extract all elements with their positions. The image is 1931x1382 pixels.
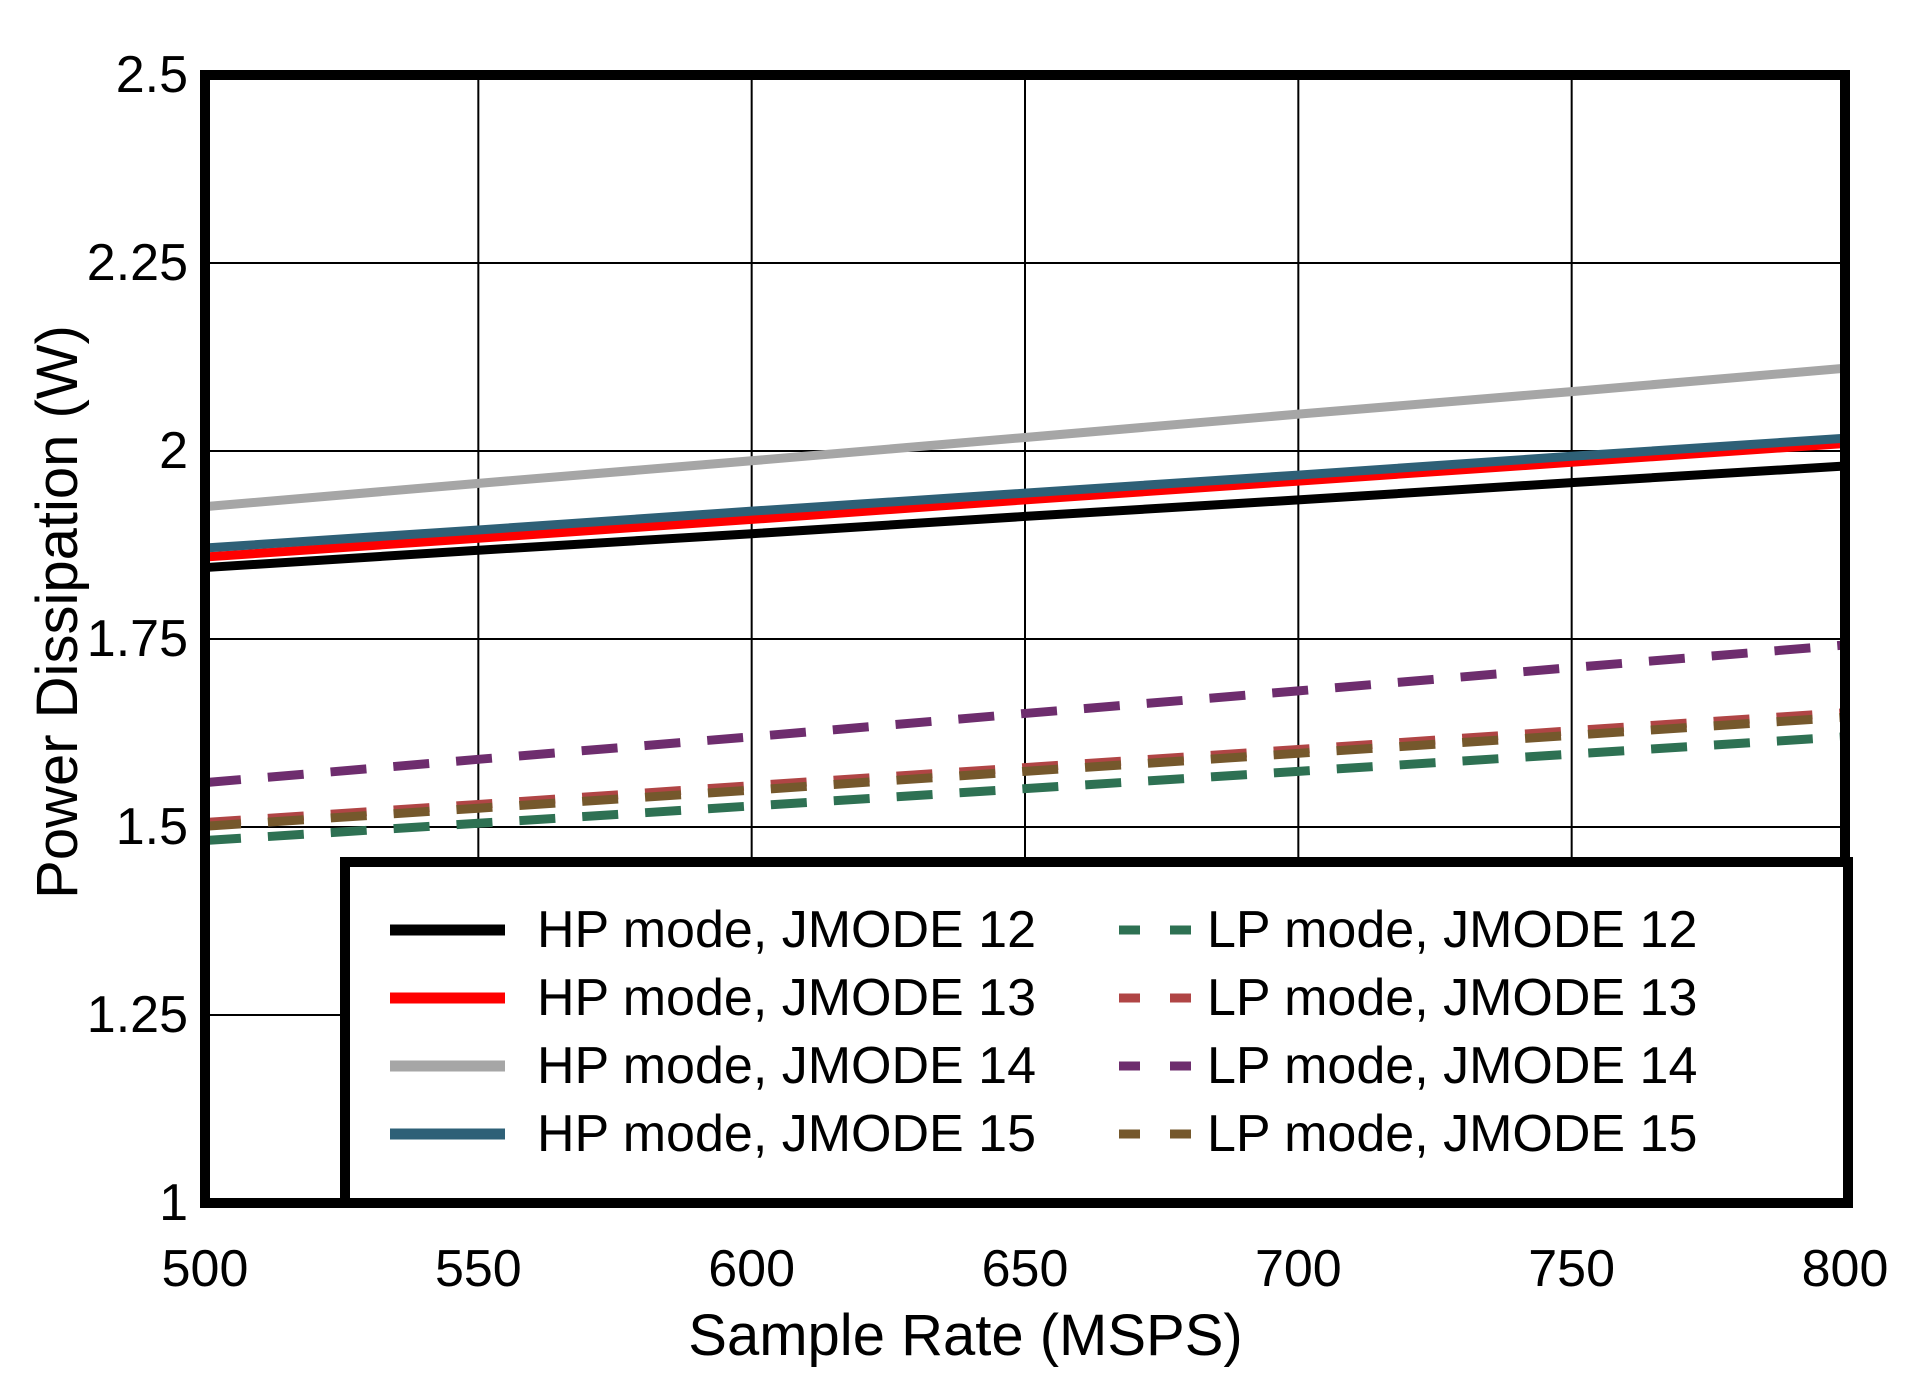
x-tick-label: 800 (1801, 1240, 1889, 1298)
series-line-hp-jmode-15 (204, 433, 1846, 553)
legend-label: LP mode, JMODE 12 (1207, 901, 1698, 959)
legend-label: HP mode, JMODE 14 (537, 1037, 1037, 1095)
x-tick-label: 750 (1528, 1240, 1616, 1298)
legend-label: LP mode, JMODE 15 (1207, 1105, 1698, 1163)
y-tick-label: 2.25 (86, 234, 188, 292)
x-tick-label: 700 (1254, 1240, 1342, 1298)
legend-line-sample-lp-jmode-15 (1119, 1129, 1192, 1139)
legend-column-hp: HP mode, JMODE 12 HP mode, JMODE 13 HP m… (390, 896, 1036, 1168)
y-tick-label: 1.25 (86, 986, 188, 1044)
y-tick-label: 2.5 (115, 46, 188, 104)
legend-line-sample-lp-jmode-13 (1119, 993, 1192, 1003)
legend-column-lp: LP mode, JMODE 12 LP mode, JMODE 13 LP m… (1119, 896, 1697, 1168)
legend-line-sample-hp-jmode-14 (390, 1060, 505, 1072)
legend: HP mode, JMODE 12 HP mode, JMODE 13 HP m… (340, 857, 1853, 1208)
y-tick-label: 1.5 (115, 798, 188, 856)
series-line-hp-jmode-13 (204, 438, 1846, 562)
legend-item-lp-jmode-12: LP mode, JMODE 12 (1119, 896, 1697, 964)
x-tick-label: 500 (161, 1240, 249, 1298)
legend-item-lp-jmode-15: LP mode, JMODE 15 (1119, 1100, 1697, 1168)
legend-item-hp-jmode-12: HP mode, JMODE 12 (390, 896, 1036, 964)
series-line-lp-jmode-15 (204, 712, 1846, 831)
x-axis-title: Sample Rate (MSPS) (688, 1303, 1243, 1368)
legend-label: HP mode, JMODE 13 (537, 969, 1037, 1027)
legend-line-sample-hp-jmode-15 (390, 1128, 505, 1140)
legend-label: HP mode, JMODE 12 (537, 901, 1037, 959)
legend-item-lp-jmode-14: LP mode, JMODE 14 (1119, 1032, 1697, 1100)
y-tick-label: 2 (159, 422, 188, 480)
legend-item-hp-jmode-13: HP mode, JMODE 13 (390, 964, 1036, 1032)
y-tick-label: 1.75 (86, 610, 188, 668)
x-tick-label: 550 (434, 1240, 522, 1298)
series-line-lp-jmode-14 (204, 640, 1846, 788)
legend-item-hp-jmode-14: HP mode, JMODE 14 (390, 1032, 1036, 1100)
y-tick-label: 1 (159, 1174, 188, 1232)
legend-line-sample-hp-jmode-12 (390, 924, 505, 936)
series-line-hp-jmode-14 (204, 363, 1846, 512)
legend-line-sample-lp-jmode-12 (1119, 925, 1192, 935)
series-line-lp-jmode-12 (204, 732, 1846, 846)
legend-label: LP mode, JMODE 14 (1207, 1037, 1698, 1095)
legend-item-hp-jmode-15: HP mode, JMODE 15 (390, 1100, 1036, 1168)
legend-label: HP mode, JMODE 15 (537, 1105, 1037, 1163)
y-axis-title: Power Dissipation (W) (25, 325, 90, 899)
series-line-hp-jmode-12 (204, 461, 1846, 573)
x-tick-label: 600 (708, 1240, 796, 1298)
legend-line-sample-hp-jmode-13 (390, 992, 505, 1004)
legend-line-sample-lp-jmode-14 (1119, 1061, 1192, 1071)
x-tick-label: 650 (981, 1240, 1069, 1298)
legend-label: LP mode, JMODE 13 (1207, 969, 1698, 1027)
legend-item-lp-jmode-13: LP mode, JMODE 13 (1119, 964, 1697, 1032)
